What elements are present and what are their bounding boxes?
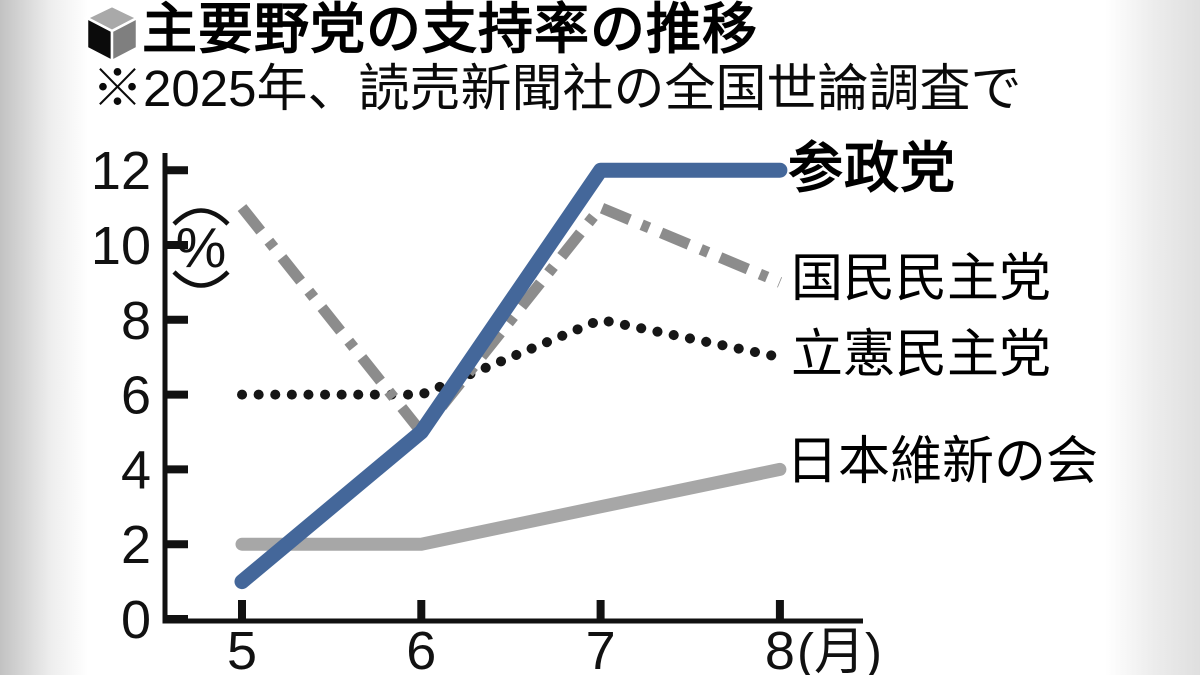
legend-label-kokumin-minshu: 国民民主党 <box>791 250 1052 308</box>
x-tick-label: 8 <box>765 621 795 675</box>
y-tick-label: 2 <box>121 515 151 575</box>
legend-label-nippon-ishin: 日本維新の会 <box>786 433 1099 491</box>
cube-icon <box>84 5 140 63</box>
series-line-2 <box>237 314 785 400</box>
x-axis-unit: (月) <box>797 623 882 675</box>
page-title: 主要野党の支持率の推移 <box>142 0 759 60</box>
unit-paren-top <box>172 208 230 226</box>
series-line-1 <box>237 200 783 441</box>
series-line-3 <box>235 462 787 551</box>
x-tick-label: 5 <box>227 621 257 675</box>
x-tick-label: 6 <box>406 621 436 675</box>
chart-generated: 0 2 4 6 8 10 12 5 6 7 8 <box>91 141 863 675</box>
y-tick-label: 4 <box>121 440 151 500</box>
page-subtitle: ※2025年、読売新聞社の全国世論調査で <box>92 60 1022 117</box>
unit-paren-bottom <box>172 270 230 288</box>
y-axis-unit-group: % <box>172 208 230 288</box>
x-tick-label: 7 <box>586 621 616 675</box>
y-tick-label: 10 <box>91 216 151 276</box>
y-tick-label: 12 <box>91 141 151 201</box>
legend-label-sanseito: 参政党 <box>788 137 957 199</box>
y-tick-label: 6 <box>121 366 151 426</box>
y-tick-label: 0 <box>121 590 151 650</box>
legend-label-rikken-minshu: 立憲民主党 <box>791 326 1052 384</box>
y-axis-unit: % <box>176 216 227 280</box>
y-tick-label: 8 <box>121 291 151 351</box>
axes <box>162 153 863 624</box>
series-line-0 <box>234 162 788 590</box>
